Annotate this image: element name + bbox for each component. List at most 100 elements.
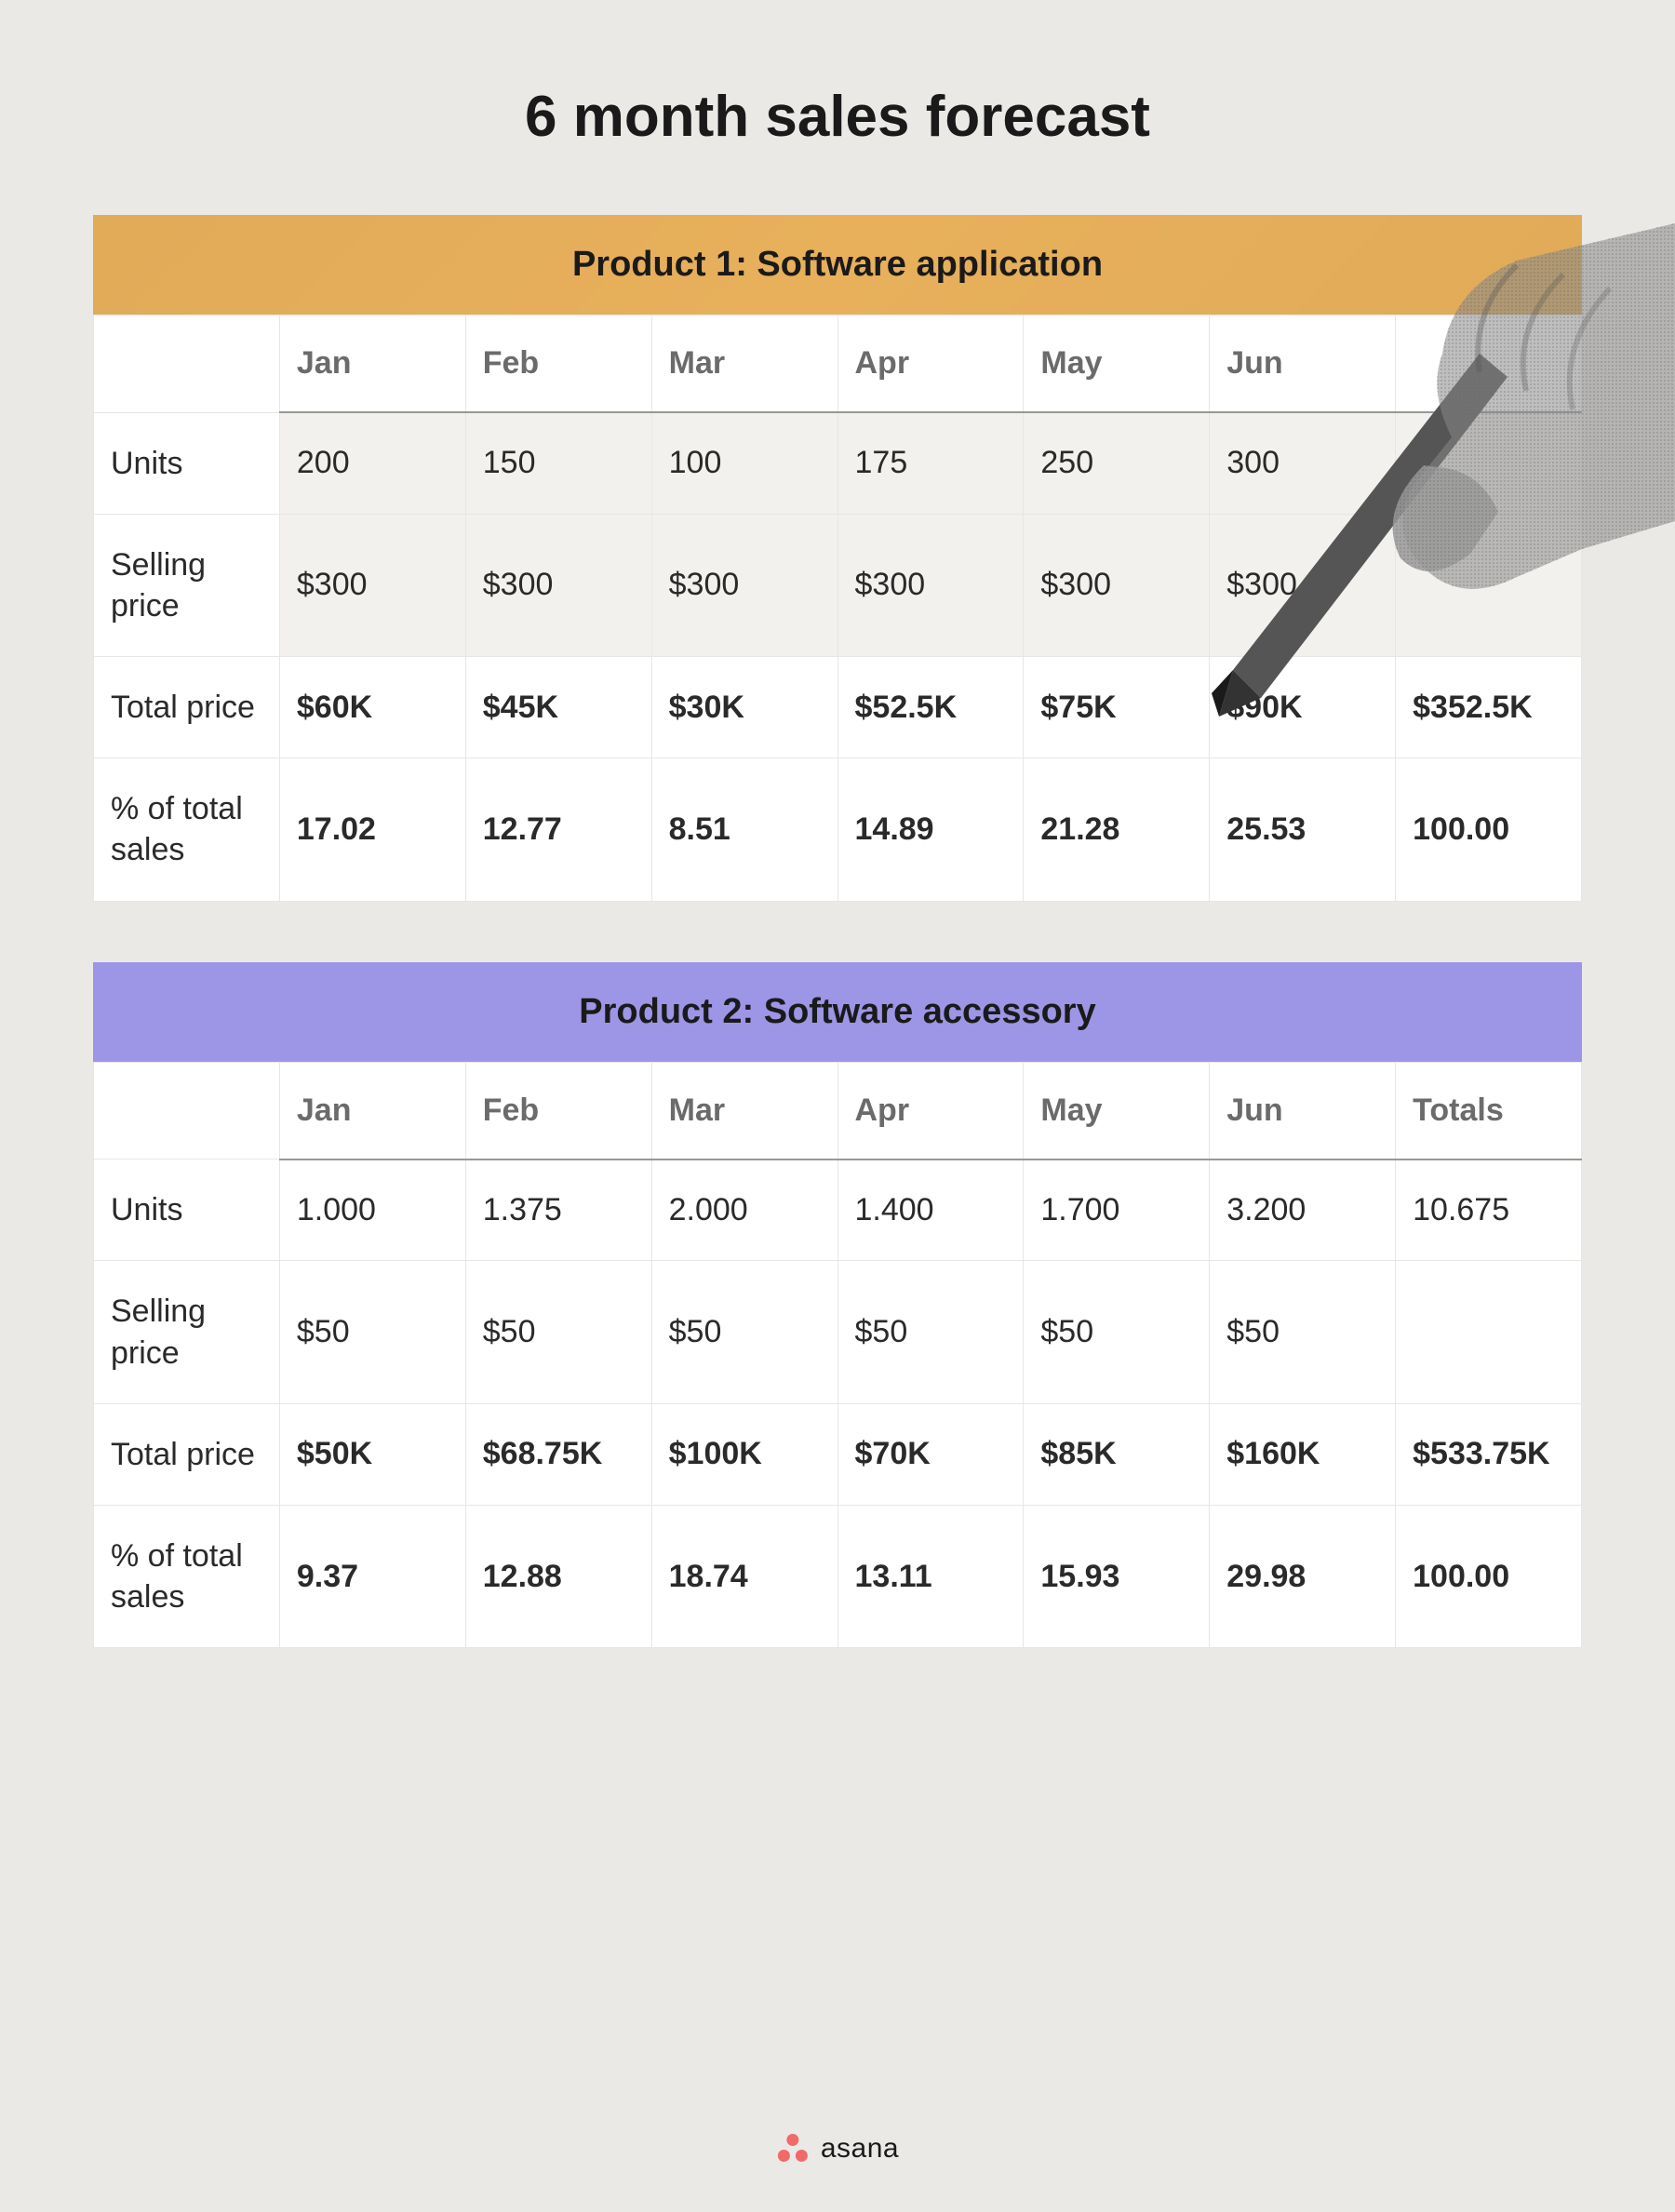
col-jan: Jan xyxy=(279,315,465,413)
cell: $50 xyxy=(651,1261,838,1403)
cell: $50 xyxy=(465,1261,651,1403)
col-may: May xyxy=(1024,315,1210,413)
cell: 25.53 xyxy=(1210,758,1396,901)
cell: 8.51 xyxy=(651,758,838,901)
product1-table-block: Product 1: Software application Jan Feb … xyxy=(93,215,1582,902)
row-label: Units xyxy=(94,1160,280,1261)
row-label: Total price xyxy=(94,1403,280,1505)
col-totals: Totals xyxy=(1396,1062,1582,1160)
cell: $100K xyxy=(651,1403,838,1505)
cell: $300 xyxy=(1210,514,1396,656)
page-title: 6 month sales forecast xyxy=(93,84,1582,150)
cell: 100.00 xyxy=(1396,1505,1582,1647)
product2-table: Jan Feb Mar Apr May Jun Totals Units 1.0… xyxy=(93,1062,1582,1649)
cell: 100 xyxy=(651,412,838,514)
col-mar: Mar xyxy=(651,315,838,413)
cell: $75K xyxy=(1024,657,1210,758)
cell xyxy=(1396,1261,1582,1403)
cell xyxy=(1396,514,1582,656)
table-row: % of total sales 17.02 12.77 8.51 14.89 … xyxy=(94,758,1582,901)
cell: 1.400 xyxy=(838,1160,1024,1261)
cell: 17.02 xyxy=(279,758,465,901)
cell: 250 xyxy=(1024,412,1210,514)
col-jun: Jun xyxy=(1210,315,1396,413)
row-label: Units xyxy=(94,412,280,514)
cell: $50 xyxy=(1024,1261,1210,1403)
table-header-row: Jan Feb Mar Apr May Jun Totals xyxy=(94,1062,1582,1160)
cell: 15.93 xyxy=(1024,1505,1210,1647)
cell: $45K xyxy=(465,657,651,758)
cell: $160K xyxy=(1210,1403,1396,1505)
cell: $300 xyxy=(1024,514,1210,656)
cell: $300 xyxy=(651,514,838,656)
asana-logo-icon xyxy=(776,2132,810,2165)
col-mar: Mar xyxy=(651,1062,838,1160)
col-feb: Feb xyxy=(465,1062,651,1160)
cell: 1.000 xyxy=(279,1160,465,1261)
cell: 18.74 xyxy=(651,1505,838,1647)
asana-logo: asana xyxy=(776,2132,899,2165)
cell: $300 xyxy=(465,514,651,656)
col-jan: Jan xyxy=(279,1062,465,1160)
col-empty xyxy=(94,315,280,413)
cell: $30K xyxy=(651,657,838,758)
cell: 3.200 xyxy=(1210,1160,1396,1261)
cell: 12.88 xyxy=(465,1505,651,1647)
cell: 175 xyxy=(838,412,1024,514)
col-may: May xyxy=(1024,1062,1210,1160)
table-row: Units 200 150 100 175 250 300 xyxy=(94,412,1582,514)
cell: 100.00 xyxy=(1396,758,1582,901)
table-row: Units 1.000 1.375 2.000 1.400 1.700 3.20… xyxy=(94,1160,1582,1261)
row-label: Total price xyxy=(94,657,280,758)
cell: 13.11 xyxy=(838,1505,1024,1647)
table-row: Selling price $50 $50 $50 $50 $50 $50 xyxy=(94,1261,1582,1403)
cell: 2.000 xyxy=(651,1160,838,1261)
row-label: % of total sales xyxy=(94,1505,280,1647)
cell: $300 xyxy=(838,514,1024,656)
table-row: Selling price $300 $300 $300 $300 $300 $… xyxy=(94,514,1582,656)
product2-header: Product 2: Software accessory xyxy=(93,962,1582,1062)
product1-table: Jan Feb Mar Apr May Jun Units 200 150 10… xyxy=(93,315,1582,902)
cell: 29.98 xyxy=(1210,1505,1396,1647)
table-row: Total price $60K $45K $30K $52.5K $75K $… xyxy=(94,657,1582,758)
cell: 300 xyxy=(1210,412,1396,514)
cell: $85K xyxy=(1024,1403,1210,1505)
table-header-row: Jan Feb Mar Apr May Jun xyxy=(94,315,1582,413)
cell xyxy=(1396,412,1582,514)
cell: $50 xyxy=(279,1261,465,1403)
row-label: % of total sales xyxy=(94,758,280,901)
table-row: Total price $50K $68.75K $100K $70K $85K… xyxy=(94,1403,1582,1505)
cell: $533.75K xyxy=(1396,1403,1582,1505)
cell: $50K xyxy=(279,1403,465,1505)
row-label: Selling price xyxy=(94,514,280,656)
cell: 12.77 xyxy=(465,758,651,901)
col-apr: Apr xyxy=(838,1062,1024,1160)
col-jun: Jun xyxy=(1210,1062,1396,1160)
col-apr: Apr xyxy=(838,315,1024,413)
cell: 10.675 xyxy=(1396,1160,1582,1261)
cell: 150 xyxy=(465,412,651,514)
cell: $352.5K xyxy=(1396,657,1582,758)
product1-header: Product 1: Software application xyxy=(93,215,1582,315)
cell: 200 xyxy=(279,412,465,514)
cell: $70K xyxy=(838,1403,1024,1505)
cell: 14.89 xyxy=(838,758,1024,901)
cell: $68.75K xyxy=(465,1403,651,1505)
col-totals xyxy=(1396,315,1582,413)
asana-logo-text: asana xyxy=(821,2133,899,2165)
cell: $300 xyxy=(279,514,465,656)
table-row: % of total sales 9.37 12.88 18.74 13.11 … xyxy=(94,1505,1582,1647)
product2-table-block: Product 2: Software accessory Jan Feb Ma… xyxy=(93,962,1582,1649)
cell: $50 xyxy=(1210,1261,1396,1403)
row-label: Selling price xyxy=(94,1261,280,1403)
cell: 21.28 xyxy=(1024,758,1210,901)
cell: 9.37 xyxy=(279,1505,465,1647)
col-empty xyxy=(94,1062,280,1160)
cell: $50 xyxy=(838,1261,1024,1403)
cell: $90K xyxy=(1210,657,1396,758)
col-feb: Feb xyxy=(465,315,651,413)
cell: 1.375 xyxy=(465,1160,651,1261)
cell: $60K xyxy=(279,657,465,758)
cell: $52.5K xyxy=(838,657,1024,758)
cell: 1.700 xyxy=(1024,1160,1210,1261)
